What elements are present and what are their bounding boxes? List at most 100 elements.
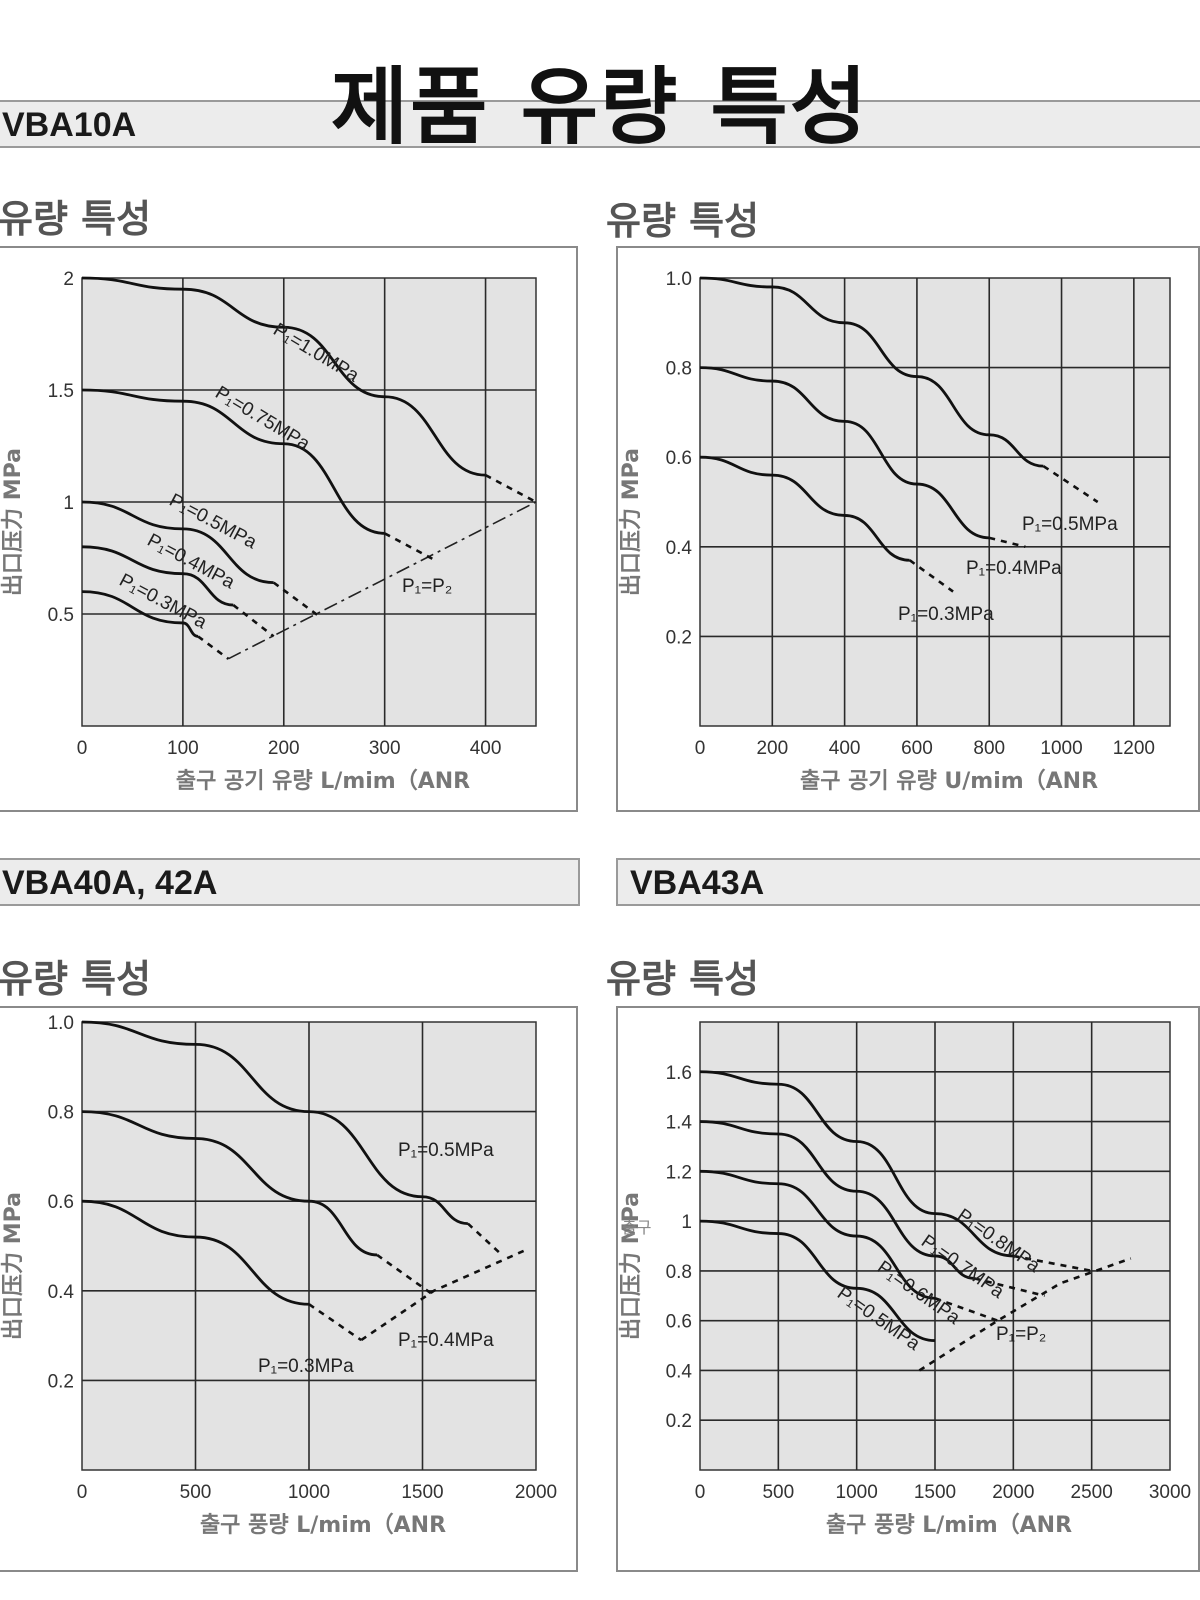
curve-p-07mpa — [699, 1120, 975, 1280]
y-tick-label: 0.6 — [666, 1312, 692, 1333]
curve-p-06mpa — [699, 1169, 936, 1300]
x-axis-title: 출구 풍량 L/mim（ANR — [826, 1513, 1072, 1538]
curve-dashed-p-07mpa — [973, 1277, 1045, 1298]
model-label: VBA10A — [2, 106, 137, 144]
curve-label-p-05mpa: P₁=0.5MPa — [1022, 514, 1118, 535]
curve-p-04mpa — [699, 366, 990, 540]
curve-p-05mpa — [81, 500, 274, 585]
chart-panel-2: 0 200 400 600 800 1000 1200 0.2 0.4 0.6 0.8 1.0 출구 공… — [616, 246, 1200, 812]
curve-dashed-p-03mpa — [308, 1303, 362, 1342]
y-axis-title: 出口压力 MPa — [1, 1192, 26, 1340]
x-tick-label: 0 — [77, 1482, 88, 1503]
model-label: VBA43A — [630, 864, 765, 902]
y-tick-label: 0.2 — [666, 627, 692, 648]
flow-chart-2: 0 200 400 600 800 1000 1200 0.2 0.4 0.6 0.8 1.0 출구 공… — [619, 269, 1171, 794]
curve-p-03mpa — [81, 590, 199, 638]
curve-dashed-p-05mpa — [467, 1222, 503, 1256]
x-tick-label: 200 — [756, 738, 788, 759]
x-tick-label: 300 — [369, 738, 401, 759]
y-axis-title: 出口压力 MPa — [619, 448, 644, 596]
curve-dashed-p-10mpa — [484, 473, 537, 504]
x-tick-label: 3000 — [1149, 1482, 1191, 1503]
reference-line-label: P₁=P₂ — [996, 1324, 1046, 1345]
curve-p-05mpa — [699, 276, 1044, 468]
x-tick-label: 400 — [470, 738, 502, 759]
y-tick-label: 0.4 — [48, 1282, 75, 1303]
y-axis-title: 出口压力 MPa — [619, 1192, 644, 1340]
y-tick-label: 0.2 — [666, 1411, 692, 1432]
y-tick-label: 0.4 — [666, 1361, 693, 1382]
y-tick-label: 1.4 — [666, 1113, 693, 1134]
y-axis-title: 出口压力 MPa — [1, 448, 26, 596]
y-tick-label: 1.6 — [666, 1063, 692, 1084]
x-tick-label: 1500 — [401, 1482, 443, 1503]
curve-p-04mpa — [81, 1110, 378, 1257]
x-tick-label: 0 — [695, 738, 706, 759]
reference-line-p1-equals-p2 — [227, 501, 537, 660]
x-tick-label: 1500 — [914, 1482, 956, 1503]
curve-label-p-04mpa: P₁=0.4MPa — [398, 1330, 494, 1351]
x-tick-label: 1000 — [288, 1482, 330, 1503]
curve-p-04mpa — [81, 545, 234, 607]
page-title: 제품 유량 특성 — [330, 58, 870, 156]
curve-dashed-p-075mpa — [384, 532, 436, 562]
x-tick-label: 100 — [167, 738, 199, 759]
curve-p-10mpa — [81, 276, 486, 477]
stray-note: 출구 — [622, 1218, 652, 1237]
x-tick-label: 200 — [268, 738, 300, 759]
x-tick-label: 500 — [180, 1482, 212, 1503]
curve-dashed-p-03mpa — [908, 559, 954, 593]
y-tick-label: 0.8 — [666, 1262, 692, 1283]
x-tick-label: 2000 — [515, 1482, 557, 1503]
x-tick-label: 600 — [901, 738, 933, 759]
y-tick-label: 0.4 — [666, 538, 693, 559]
y-tick-label: 2 — [63, 269, 74, 290]
curve-label-p-04mpa: P₁=0.4MPa — [966, 558, 1062, 579]
flow-chart-vba40a: 0 500 1000 1500 2000 0.2 0.4 0.6 0.8 1.0 출구 풍량 L/m… — [1, 1013, 557, 1538]
y-tick-label: 1 — [681, 1212, 692, 1233]
y-tick-label: 0.2 — [48, 1371, 74, 1392]
x-axis-title: 출구 풍량 L/mim（ANR — [200, 1513, 446, 1538]
y-tick-label: 1 — [63, 493, 74, 514]
curve-p-03mpa — [81, 1199, 310, 1306]
curve-dashed-p-04mpa — [232, 604, 275, 638]
curve-dashed-p-05mpa — [272, 581, 320, 618]
y-tick-label: 0.6 — [666, 448, 692, 469]
reference-line-p1-equals-p2 — [360, 1249, 526, 1342]
curve-label-p-03mpa: P₁=0.3MPa — [258, 1356, 354, 1377]
chart-panel-vba10a: 0 100 200 300 400 0.5 1 1.5 2 출구 공기 유량 L/mim（ANR 出… — [0, 246, 578, 812]
y-tick-label: 0.6 — [48, 1192, 74, 1213]
x-axis-title: 출구 공기 유량 U/mim（ANR — [800, 769, 1098, 794]
flow-chart-vba43a: 0 500 1000 1500 2000 2500 3000 0.2 0.4 0.6 0.8 1 1.2… — [619, 1021, 1191, 1538]
y-tick-label: 1.0 — [666, 269, 692, 290]
x-tick-label: 1000 — [1040, 738, 1082, 759]
x-tick-label: 400 — [829, 738, 861, 759]
x-tick-label: 0 — [77, 738, 88, 759]
curve-p-05mpa — [699, 1219, 936, 1342]
y-tick-label: 1.5 — [48, 381, 74, 402]
x-tick-label: 2500 — [1071, 1482, 1113, 1503]
y-tick-label: 0.8 — [666, 359, 692, 380]
chart-panel-vba40a: 0 500 1000 1500 2000 0.2 0.4 0.6 0.8 1.0 출구 풍량 L/m… — [0, 1006, 578, 1572]
x-tick-label: 1200 — [1113, 738, 1155, 759]
curve-p-075mpa — [81, 388, 385, 535]
y-tick-label: 1.0 — [48, 1013, 74, 1034]
section-title: 유량 특성 — [0, 197, 152, 241]
section-title: 유량 특성 — [0, 957, 152, 1001]
x-tick-label: 1000 — [836, 1482, 878, 1503]
section-title: 유량 특성 — [606, 199, 760, 243]
curve-p-05mpa — [81, 1020, 469, 1225]
model-bar-vba10a: VBA10A — [0, 100, 1200, 148]
curve-label-p-05mpa: P₁=0.5MPa — [398, 1140, 494, 1161]
curve-p-03mpa — [699, 455, 910, 562]
curve-label-p-03mpa: P₁=0.3MPa — [898, 604, 994, 625]
model-label: VBA40A, 42A — [2, 864, 218, 902]
x-tick-label: 2000 — [992, 1482, 1034, 1503]
model-bar-vba43a: VBA43A — [616, 858, 1200, 906]
reference-line-label: P₁=P₂ — [402, 576, 452, 597]
y-tick-label: 1.2 — [666, 1162, 692, 1183]
x-tick-label: 500 — [762, 1482, 794, 1503]
flow-chart-vba10a: 0 100 200 300 400 0.5 1 1.5 2 출구 공기 유량 L/mim（ANR 出… — [1, 269, 537, 794]
curve-dashed-p-08mpa — [1013, 1254, 1092, 1273]
section-title: 유량 특성 — [606, 957, 760, 1001]
